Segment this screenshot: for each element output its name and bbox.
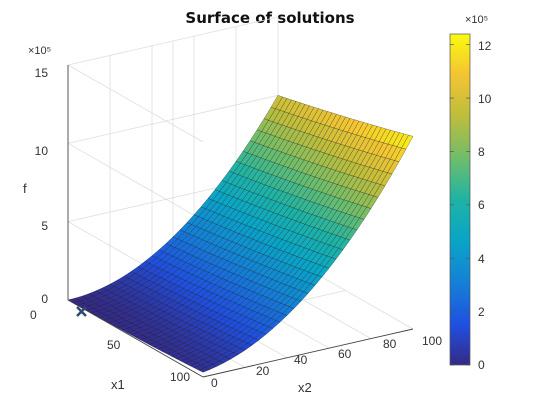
z-exponent-label: ×10⁵ xyxy=(28,45,51,57)
min-marker-stroke xyxy=(76,306,87,317)
colorbar-tick-label: 4 xyxy=(478,252,485,266)
gridline xyxy=(67,142,204,221)
colorbar-gradient xyxy=(449,33,471,366)
x1-tick-label: 50 xyxy=(107,338,121,352)
x2-axis: 0 20 40 60 80 100 x2 xyxy=(211,334,442,395)
z-axis-label: f xyxy=(23,181,27,196)
colorbar-tick-label: 10 xyxy=(478,92,492,106)
x2-tick-label: 80 xyxy=(383,337,397,351)
colorbar: ×10⁵ 0 2 4 6 8 10 12 xyxy=(449,14,492,372)
axis-line xyxy=(67,299,204,378)
x2-tick-label: 60 xyxy=(338,347,352,361)
surface-mesh xyxy=(67,95,414,373)
x1-tick-label: 100 xyxy=(170,370,190,384)
z-axis: ×10⁵ 15 10 5 0 f xyxy=(23,45,51,306)
colorbar-tick-label: 6 xyxy=(478,198,485,212)
x2-tick-label: 100 xyxy=(422,334,442,348)
colorbar-tick-label: 0 xyxy=(478,358,485,372)
colorbar-exponent-label: ×10⁵ xyxy=(465,14,488,26)
z-tick-label: 15 xyxy=(35,66,49,80)
gridline xyxy=(67,64,204,143)
z-tick-label: 0 xyxy=(41,292,48,306)
x1-axis: 0 50 100 x1 xyxy=(30,308,190,392)
x1-tick-label: 0 xyxy=(30,308,37,322)
x2-axis-label: x2 xyxy=(298,380,312,395)
x1-axis-label: x1 xyxy=(111,377,125,392)
colorbar-tick-label: 2 xyxy=(478,305,485,319)
min-marker xyxy=(76,306,87,317)
colorbar-ticks xyxy=(450,44,470,366)
colorbar-tick-label: 12 xyxy=(478,39,492,53)
x2-tick-label: 20 xyxy=(256,364,270,378)
x2-tick-label: 40 xyxy=(294,353,308,367)
axis-line xyxy=(202,328,414,378)
z-tick-label: 5 xyxy=(41,219,48,233)
colorbar-tick-label: 8 xyxy=(478,145,485,159)
x2-tick-label: 0 xyxy=(211,376,218,390)
chart-title: Surface of solutions xyxy=(185,9,355,27)
axes-box xyxy=(67,65,414,378)
z-tick-label: 10 xyxy=(35,144,49,158)
